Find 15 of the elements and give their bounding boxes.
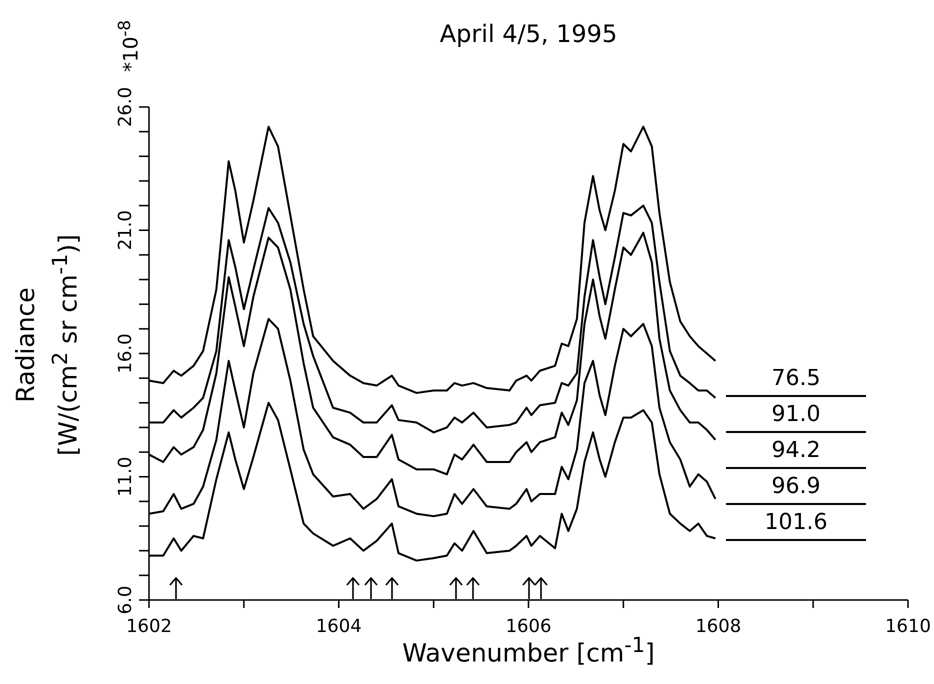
chart-title: April 4/5, 1995	[438, 20, 618, 48]
y-tick-label: 21.0	[115, 210, 136, 250]
x-tick-label: 1602	[126, 616, 172, 637]
x-tick-label: 1610	[885, 616, 931, 637]
text: 94.2	[770, 437, 822, 465]
text: 76.5	[770, 365, 822, 393]
y-tick-label: 16.0	[115, 333, 136, 374]
text: 91.0	[770, 401, 822, 429]
x-tick-label: 1608	[695, 616, 742, 637]
y-tick-label: 11.0	[115, 456, 136, 497]
text: 96.9	[770, 473, 822, 501]
y-tick-label: 26.0	[115, 86, 136, 128]
text: 101.6	[764, 509, 828, 537]
y-tick-label: 6.0	[115, 586, 136, 614]
x-tick-label: 1604	[316, 616, 362, 637]
